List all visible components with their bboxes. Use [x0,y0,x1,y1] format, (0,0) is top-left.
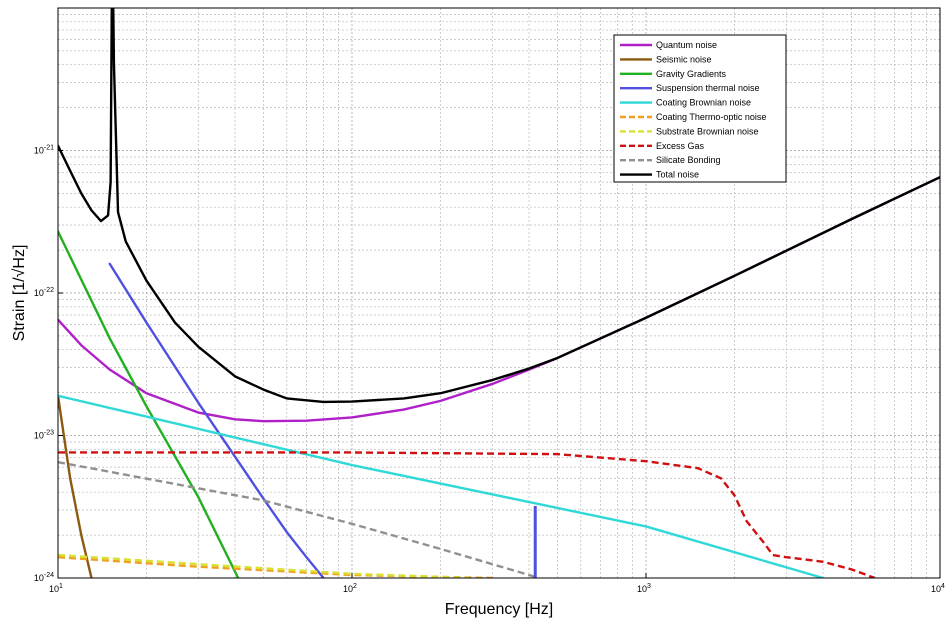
x-tick-label: 101 [49,583,63,594]
y-tick-labels: 10-24 10-23 10-22 10-21 [34,145,63,583]
x-tick-label: 104 [931,583,945,594]
series-group [58,8,940,578]
legend-label: Silicate Bonding [656,155,721,165]
y-axis-title: Strain [1/√Hz] [11,245,28,342]
grid-lines [58,8,940,578]
series-line-coating-brownian-noise [58,394,825,578]
legend: Quantum noise Seismic noise Gravity Gradie… [613,34,787,183]
legend-items: Quantum noise Seismic noise Gravity Gradie… [620,40,766,180]
x-tick-label: 103 [637,583,651,594]
x-axis-title: Frequency [Hz] [445,601,553,618]
series-line-gravity-gradients [58,230,240,578]
legend-label: Substrate Brownian noise [656,126,759,136]
x-tick-labels: 101 102 103 104 [49,573,945,594]
legend-label: Coating Thermo-optic noise [656,112,766,122]
legend-label: Seismic noise [656,54,712,64]
legend-label: Suspension thermal noise [656,83,760,93]
series-line-suspension-thermal-noise [108,262,325,578]
series-line-excess-gas [58,451,876,578]
x-tick-label: 102 [343,583,357,594]
legend-label: Excess Gas [656,141,705,151]
y-tick-label: 10-23 [34,430,54,441]
series-line-substrate-brownian-noise [58,553,470,578]
series-line-total-noise [58,8,940,404]
series-line-silicate-bonding [58,460,539,578]
series-layer [58,8,940,578]
legend-label: Gravity Gradients [656,69,727,79]
legend-label: Coating Brownian noise [656,98,751,108]
y-tick-label: 10-24 [34,572,54,583]
y-tick-label: 10-21 [34,145,54,156]
legend-label: Quantum noise [656,40,717,50]
legend-label: Total noise [656,170,699,180]
y-tick-label: 10-22 [34,287,54,298]
